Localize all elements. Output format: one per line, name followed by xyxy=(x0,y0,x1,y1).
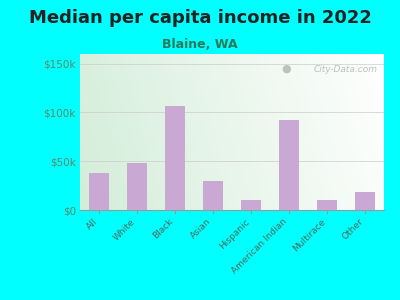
Text: ●: ● xyxy=(282,64,291,74)
Bar xyxy=(240,200,262,210)
Bar xyxy=(278,120,300,210)
Bar xyxy=(354,193,376,210)
Text: Median per capita income in 2022: Median per capita income in 2022 xyxy=(28,9,372,27)
Bar xyxy=(126,163,148,210)
Text: City-Data.com: City-Data.com xyxy=(314,65,378,74)
Bar xyxy=(164,106,186,210)
Bar xyxy=(202,181,224,210)
Text: Blaine, WA: Blaine, WA xyxy=(162,38,238,50)
Bar xyxy=(88,173,110,210)
Bar xyxy=(316,200,338,210)
